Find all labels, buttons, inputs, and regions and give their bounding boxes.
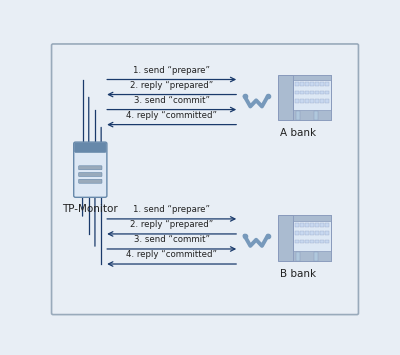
- Bar: [300, 240, 304, 244]
- Bar: [305, 223, 309, 226]
- Bar: [300, 99, 304, 103]
- Text: 4. reply “committed”: 4. reply “committed”: [126, 250, 217, 259]
- Bar: [296, 252, 300, 261]
- Bar: [293, 251, 330, 261]
- FancyBboxPatch shape: [79, 179, 102, 183]
- Text: 2. reply “prepared”: 2. reply “prepared”: [130, 81, 213, 89]
- Bar: [295, 240, 299, 244]
- Bar: [293, 215, 330, 261]
- Bar: [296, 111, 300, 120]
- Bar: [305, 99, 309, 103]
- Bar: [305, 231, 309, 235]
- Bar: [295, 82, 299, 86]
- Bar: [314, 111, 318, 120]
- Bar: [320, 240, 324, 244]
- Bar: [315, 240, 319, 244]
- Bar: [300, 231, 304, 235]
- Text: TP-Monitor: TP-Monitor: [62, 204, 118, 214]
- Bar: [326, 223, 329, 226]
- Bar: [310, 82, 314, 86]
- Bar: [295, 231, 299, 235]
- FancyBboxPatch shape: [74, 142, 107, 197]
- Bar: [278, 215, 293, 261]
- Bar: [305, 82, 309, 86]
- Bar: [326, 91, 329, 94]
- Bar: [326, 99, 329, 103]
- Bar: [315, 91, 319, 94]
- Text: 2. reply “prepared”: 2. reply “prepared”: [130, 220, 213, 229]
- Bar: [320, 91, 324, 94]
- Bar: [300, 91, 304, 94]
- Bar: [293, 75, 330, 120]
- Bar: [326, 82, 329, 86]
- Bar: [310, 223, 314, 226]
- Text: A bank: A bank: [280, 128, 316, 138]
- Bar: [310, 99, 314, 103]
- Bar: [310, 240, 314, 244]
- Bar: [315, 82, 319, 86]
- Bar: [315, 99, 319, 103]
- Bar: [310, 91, 314, 94]
- Bar: [315, 223, 319, 226]
- FancyBboxPatch shape: [79, 173, 102, 176]
- Bar: [293, 215, 330, 221]
- FancyBboxPatch shape: [52, 44, 358, 315]
- Bar: [295, 99, 299, 103]
- Text: 3. send “commit”: 3. send “commit”: [134, 235, 210, 244]
- FancyBboxPatch shape: [75, 143, 106, 152]
- Bar: [320, 82, 324, 86]
- Bar: [315, 231, 319, 235]
- Bar: [295, 91, 299, 94]
- Bar: [295, 223, 299, 226]
- Bar: [326, 240, 329, 244]
- Bar: [320, 223, 324, 226]
- Bar: [305, 240, 309, 244]
- Bar: [305, 91, 309, 94]
- Bar: [320, 231, 324, 235]
- Bar: [293, 110, 330, 120]
- Bar: [310, 231, 314, 235]
- Bar: [300, 82, 304, 86]
- FancyBboxPatch shape: [79, 166, 102, 170]
- Text: 3. send “commit”: 3. send “commit”: [134, 95, 210, 105]
- Bar: [293, 75, 330, 80]
- Bar: [278, 75, 293, 120]
- Bar: [300, 223, 304, 226]
- Text: 1. send “prepare”: 1. send “prepare”: [133, 66, 210, 75]
- Text: B bank: B bank: [280, 269, 316, 279]
- Bar: [320, 99, 324, 103]
- Text: 4. reply “committed”: 4. reply “committed”: [126, 111, 217, 120]
- Bar: [326, 231, 329, 235]
- Text: 1. send “prepare”: 1. send “prepare”: [133, 205, 210, 214]
- Bar: [314, 252, 318, 261]
